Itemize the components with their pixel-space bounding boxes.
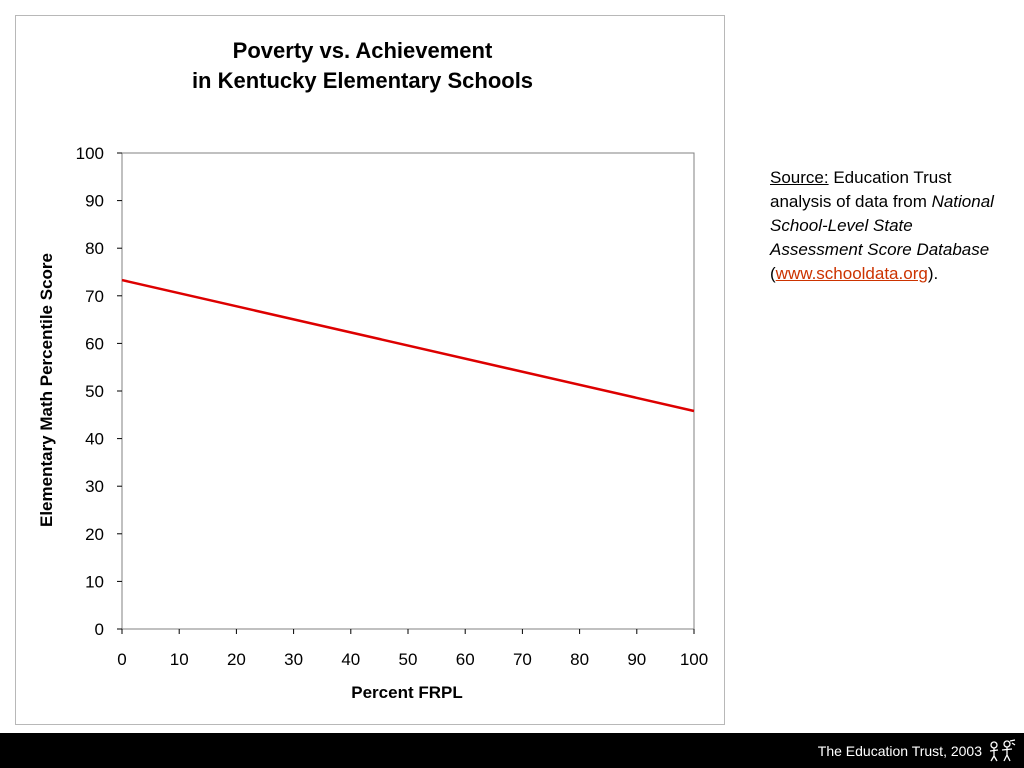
chart-title-line-2: in Kentucky Elementary Schools [191,68,534,93]
x-tick-label: 100 [680,650,708,669]
y-tick-label: 30 [85,477,104,496]
education-trust-logo-icon [989,739,1016,762]
x-tick-label: 0 [117,650,126,669]
footer-bar: The Education Trust, 2003 [0,733,1024,768]
trend-line [121,278,695,413]
source-database-name: National School-Level State Assessment S… [770,192,994,259]
chart-title-line-1: Poverty vs. Achievement [232,38,493,63]
y-tick-label: 10 [85,572,104,591]
x-tick-label: 40 [341,650,360,669]
source-label: Source: [770,168,829,187]
source-open-paren: ( [770,264,776,283]
y-tick-label: 80 [85,239,104,258]
source-note: Source: Education Trust analysis of data… [770,166,1005,286]
x-tick-label: 50 [399,650,418,669]
y-tick-label: 70 [85,287,104,306]
x-tick-label: 10 [170,650,189,669]
chart-title: Poverty vs. Achievement in Kentucky Elem… [0,36,725,96]
x-tick-label: 30 [284,650,303,669]
source-text: Education Trust analysis of data from [770,168,952,211]
footer-text: The Education Trust, 2003 [817,743,982,759]
y-tick-label: 90 [85,192,104,211]
y-tick-label: 100 [76,144,104,163]
x-tick-label: 80 [570,650,589,669]
y-tick-label: 20 [85,525,104,544]
x-tick-label: 90 [627,650,646,669]
y-tick-label: 40 [85,430,104,449]
y-tick-label: 0 [95,620,104,639]
x-tick-label: 20 [227,650,246,669]
source-close-paren: ). [927,264,939,283]
x-tick-label: 60 [456,650,475,669]
y-axis-label: Elementary Math Percentile Score [37,253,56,528]
x-axis-label: Percent FRPL [351,683,463,702]
line-chart: 0 10 20 30 40 50 60 70 80 90 100 0 10 20 30 40 50 60 70 80 9… [76,144,709,669]
source-link[interactable]: www.schooldata.org [775,264,928,283]
plot-area [121,152,695,630]
x-tick-label: 70 [513,650,532,669]
y-tick-label: 60 [85,334,104,353]
y-tick-label: 50 [85,382,104,401]
